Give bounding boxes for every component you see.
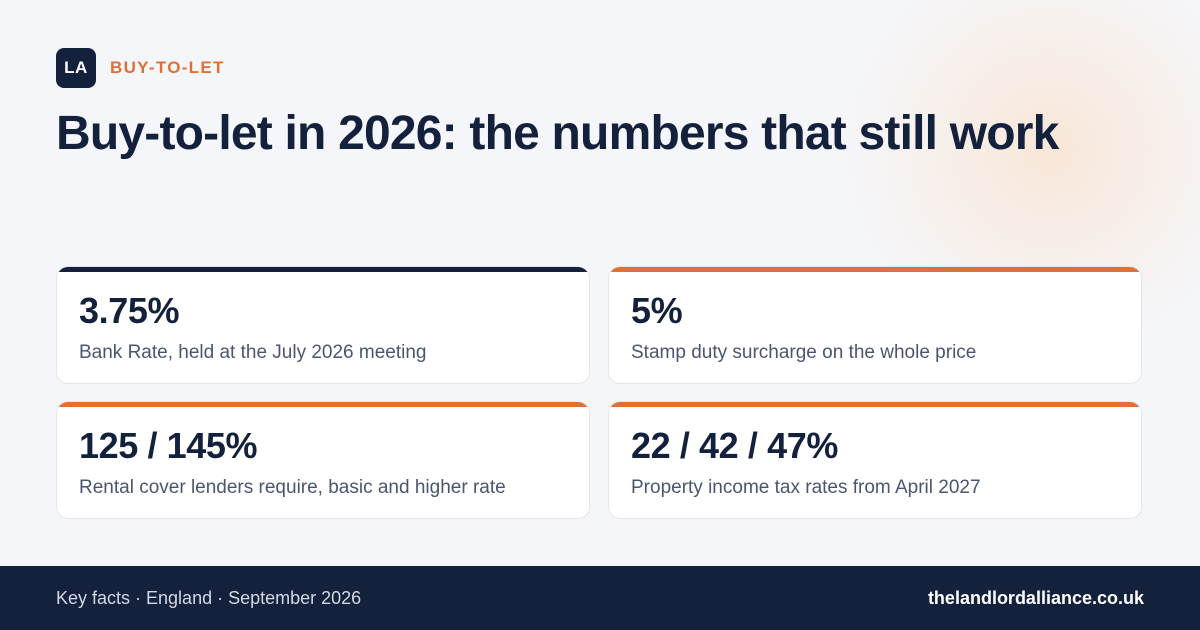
logo-badge: LA — [56, 48, 96, 88]
brand-header: LA BUY-TO-LET — [56, 48, 225, 88]
page-title: Buy-to-let in 2026: the numbers that sti… — [56, 107, 1059, 160]
stat-label: Rental cover lenders require, basic and … — [79, 477, 506, 498]
category-label: BUY-TO-LET — [110, 58, 225, 77]
stat-card-rental-cover: 125 / 145% Rental cover lenders require,… — [56, 401, 590, 519]
stat-card-bank-rate: 3.75% Bank Rate, held at the July 2026 m… — [56, 266, 590, 384]
stat-value: 125 / 145% — [79, 425, 258, 466]
stat-card-income-tax: 22 / 42 / 47% Property income tax rates … — [608, 401, 1142, 519]
stat-label: Stamp duty surcharge on the whole price — [631, 342, 977, 363]
stat-value: 22 / 42 / 47% — [631, 425, 838, 466]
stat-label: Bank Rate, held at the July 2026 meeting — [79, 342, 427, 363]
footer-url-link[interactable]: thelandlordalliance.co.uk — [927, 587, 1144, 608]
stat-value: 5% — [631, 290, 683, 331]
stat-value: 3.75% — [79, 290, 180, 331]
stat-label: Property income tax rates from April 202… — [631, 477, 981, 498]
footer-bar: Key facts · England · September 2026 the… — [0, 566, 1200, 630]
stat-card-stamp-duty: 5% Stamp duty surcharge on the whole pri… — [608, 266, 1142, 384]
footer-meta: Key facts · England · September 2026 — [56, 587, 362, 608]
